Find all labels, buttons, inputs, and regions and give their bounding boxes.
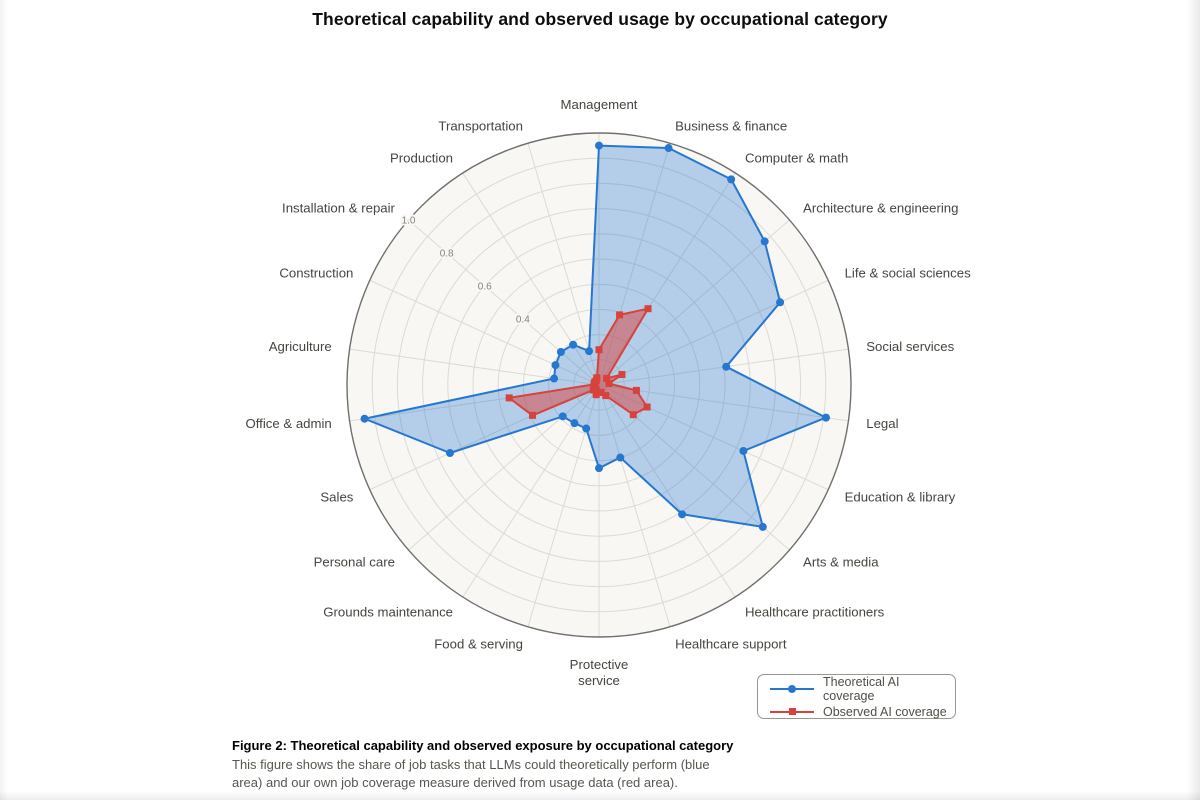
radial-tick-label-0.6: 0.6 (478, 281, 492, 292)
data-point-theoretical-ai-coverage-office-and-admin (360, 414, 369, 423)
data-point-theoretical-ai-coverage-life-and-social-sciences (776, 298, 785, 307)
data-point-theoretical-ai-coverage-grounds-maintenance (570, 419, 579, 428)
data-point-theoretical-ai-coverage-legal (821, 413, 830, 422)
data-point-theoretical-ai-coverage-construction (551, 361, 560, 370)
grid-spoke (408, 384, 600, 551)
category-label-installation-and-repair: Installation & repair (282, 201, 395, 216)
data-point-observed-ai-coverage-personal-care (589, 386, 597, 394)
data-point-theoretical-ai-coverage-business-and-finance (664, 144, 673, 153)
radial-tick-labels: 0.4 0.6 0.8 1.0 (400, 213, 533, 327)
data-point-theoretical-ai-coverage-management (595, 141, 603, 150)
category-label-food-and-serving: Food & serving (434, 637, 523, 652)
data-point-theoretical-ai-coverage-transportation (585, 347, 594, 356)
series-observed-ai-coverage (505, 305, 652, 419)
data-point-theoretical-ai-coverage-social-services (722, 362, 731, 371)
data-point-theoretical-ai-coverage-installation-and-repair (556, 347, 565, 356)
legend-box: Theoretical AI coverage Observed AI cove… (757, 674, 956, 719)
category-label-arts-and-media: Arts & media (803, 554, 879, 569)
data-point-observed-ai-coverage-life-and-social-sciences (618, 371, 626, 379)
category-label-architecture-and-engineering: Architecture & engineering (803, 201, 958, 216)
legend-marker-blue-line-dot-icon (770, 684, 814, 694)
data-point-theoretical-ai-coverage-sales (446, 449, 455, 458)
data-point-observed-ai-coverage-architecture-and-engineering (603, 374, 611, 382)
data-point-theoretical-ai-coverage-healthcare-support (616, 453, 625, 462)
radial-tick-label-0.8: 0.8 (440, 248, 454, 259)
data-point-theoretical-ai-coverage-arts-and-media (758, 522, 767, 531)
figure-caption: Figure 2: Theoretical capability and obs… (232, 737, 792, 793)
category-label-office-and-admin: Office & admin (245, 416, 331, 431)
grid-spoke (598, 384, 671, 627)
data-point-observed-ai-coverage-management (595, 346, 603, 354)
category-label-education-and-library: Education & library (845, 490, 956, 505)
legend-label-observed: Observed AI coverage (823, 704, 947, 719)
category-label-healthcare-support: Healthcare support (675, 637, 787, 652)
grid-spoke (369, 279, 600, 386)
category-label-computer-and-math: Computer & math (745, 150, 848, 165)
data-point-observed-ai-coverage-food-and-serving (592, 391, 600, 399)
data-point-theoretical-ai-coverage-personal-care (558, 412, 567, 421)
category-label-production: Production (390, 150, 453, 165)
radial-tick-label-0.4: 0.4 (516, 314, 530, 325)
category-label-business-and-finance: Business & finance (675, 118, 787, 133)
legend-item-theoretical: Theoretical AI coverage (770, 675, 947, 703)
category-label-social-services: Social services (866, 339, 954, 354)
category-label-healthcare-practitioners: Healthcare practitioners (745, 605, 885, 620)
data-point-theoretical-ai-coverage-computer-and-math (727, 175, 736, 184)
category-label-grounds-maintenance: Grounds maintenance (323, 605, 453, 620)
data-point-theoretical-ai-coverage-architecture-and-engineering (760, 237, 769, 246)
grid-spoke (408, 219, 600, 386)
outer-circle (346, 132, 852, 638)
grid-spoke (598, 384, 849, 422)
data-point-observed-ai-coverage-sales (529, 411, 537, 419)
category-label-construction: Construction (279, 265, 353, 280)
legend-marker-red-line-square-icon (770, 707, 814, 717)
grid-spoke (598, 384, 736, 598)
data-point-theoretical-ai-coverage-production (569, 340, 578, 349)
data-point-observed-ai-coverage-computer-and-math (644, 305, 652, 313)
data-point-observed-ai-coverage-transportation (593, 374, 601, 382)
radial-tick-label-1.0: 1.0 (402, 215, 416, 226)
caption-text-line-2: area) and our own job coverage measure d… (232, 775, 678, 790)
legend-label-theoretical: Theoretical AI coverage (823, 674, 900, 703)
caption-text-line-1: This figure shows the share of job tasks… (232, 756, 710, 772)
category-label-agriculture: Agriculture (269, 339, 332, 354)
category-label-personal-care: Personal care (314, 554, 395, 569)
data-point-observed-ai-coverage-legal (632, 386, 640, 394)
data-point-theoretical-ai-coverage-protective-service (595, 464, 603, 473)
category-label-transportation: Transportation (438, 118, 523, 133)
data-point-observed-ai-coverage-social-services (605, 380, 613, 388)
grid-spoke (598, 219, 790, 386)
data-point-observed-ai-coverage-office-and-admin (505, 394, 513, 402)
data-point-theoretical-ai-coverage-healthcare-practitioners (678, 510, 687, 519)
data-point-theoretical-ai-coverage-food-and-serving (582, 424, 591, 433)
data-point-observed-ai-coverage-arts-and-media (629, 411, 637, 419)
grid-spoke (527, 143, 600, 386)
chart-title: Theoretical capability and observed usag… (312, 9, 888, 29)
caption-title: Figure 2: Theoretical capability and obs… (232, 738, 734, 753)
data-point-theoretical-ai-coverage-agriculture (550, 374, 559, 383)
data-point-observed-ai-coverage-business-and-finance (616, 311, 624, 319)
data-point-theoretical-ai-coverage-education-and-library (739, 446, 748, 455)
grid-spoke (598, 279, 829, 386)
data-point-observed-ai-coverage-education-and-library (643, 403, 651, 411)
category-label-life-and-social-sciences: Life & social sciences (845, 265, 971, 280)
category-label-sales: Sales (320, 490, 353, 505)
category-label-legal: Legal (866, 416, 898, 431)
series-theoretical-ai-coverage (360, 141, 830, 531)
grid-spoke (462, 172, 600, 386)
category-label-protective-service: Protective service (570, 657, 629, 688)
category-label-management: Management (561, 97, 638, 112)
data-point-observed-ai-coverage-healthcare-practitioners (602, 392, 610, 400)
legend-item-observed: Observed AI coverage (770, 705, 947, 719)
category-labels: Management Business & finance Computer & m… (245, 97, 971, 688)
